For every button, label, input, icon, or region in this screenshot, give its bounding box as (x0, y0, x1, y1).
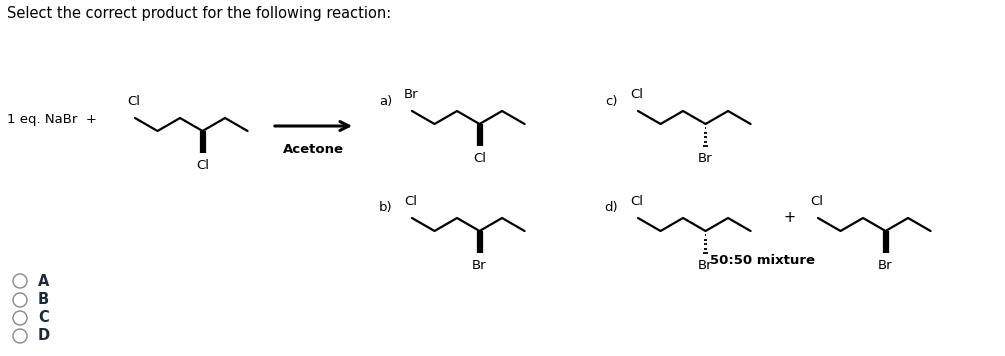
Text: C: C (38, 310, 49, 325)
Text: Br: Br (472, 259, 486, 272)
Text: +: + (784, 210, 796, 225)
Text: Br: Br (878, 259, 892, 272)
Text: Acetone: Acetone (283, 143, 344, 156)
Text: Cl: Cl (630, 195, 643, 208)
Text: A: A (38, 273, 49, 288)
Text: Cl: Cl (810, 195, 823, 208)
Text: c): c) (605, 94, 618, 108)
Text: Br: Br (698, 259, 713, 272)
Text: a): a) (379, 94, 392, 108)
Text: d): d) (604, 201, 618, 215)
Text: Br: Br (404, 88, 418, 101)
Text: B: B (38, 293, 49, 308)
Text: 50:50 mixture: 50:50 mixture (710, 254, 814, 267)
Text: Cl: Cl (473, 152, 486, 165)
Text: Cl: Cl (404, 195, 417, 208)
Text: Br: Br (698, 152, 713, 165)
Text: Cl: Cl (128, 95, 141, 108)
Text: Cl: Cl (196, 159, 209, 172)
Text: b): b) (378, 201, 392, 215)
Text: 1 eq. NaBr  +: 1 eq. NaBr + (7, 114, 96, 126)
Text: D: D (38, 329, 50, 344)
Text: Cl: Cl (630, 88, 643, 101)
Text: Select the correct product for the following reaction:: Select the correct product for the follo… (7, 6, 391, 21)
